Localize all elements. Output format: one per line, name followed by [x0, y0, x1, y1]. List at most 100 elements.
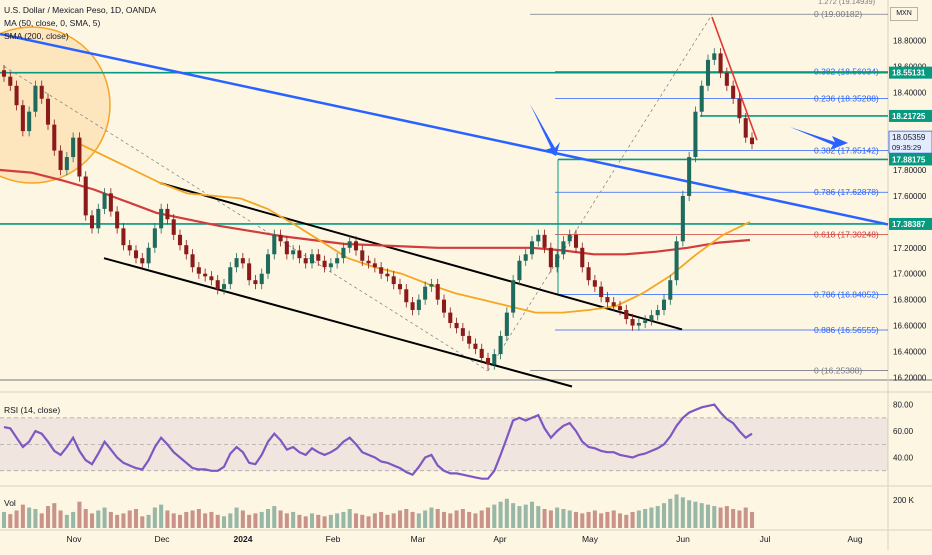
- volume-bar: [498, 501, 503, 528]
- candle: [649, 315, 654, 321]
- volume-bar: [485, 507, 491, 528]
- volume-bar: [108, 511, 113, 528]
- price-tag-label: 17.88175: [892, 155, 926, 164]
- volume-bar: [441, 511, 447, 528]
- volume-bar: [429, 507, 434, 528]
- volume-bar: [33, 509, 38, 528]
- price-tag: [889, 153, 932, 166]
- volume-bar: [605, 511, 610, 528]
- candle: [435, 284, 440, 300]
- volume-bar: [410, 511, 415, 528]
- candle: [485, 357, 491, 365]
- candle: [341, 247, 346, 259]
- candle: [33, 85, 38, 112]
- candle: [96, 208, 101, 229]
- vol-label: Vol: [4, 498, 16, 508]
- x-axis-label: Nov: [66, 534, 82, 544]
- y-axis-tick: 18.40000: [893, 88, 927, 97]
- volume-bar: [284, 513, 289, 528]
- candle: [259, 273, 264, 285]
- current-price-label: 18.05359: [892, 133, 926, 142]
- candle: [284, 241, 289, 255]
- rsi-axis-tick: 80.00: [893, 401, 914, 410]
- channel-upper-line: [159, 182, 683, 331]
- candle: [404, 289, 409, 303]
- volume-bar: [630, 511, 635, 528]
- candle: [724, 72, 729, 86]
- volume-bar: [542, 509, 547, 528]
- volume-bar: [83, 509, 88, 528]
- candle: [115, 211, 120, 229]
- y-axis-tick: 17.20000: [893, 244, 927, 253]
- volume-bar: [548, 510, 553, 528]
- candle: [429, 284, 434, 287]
- candle: [215, 280, 220, 290]
- candle: [303, 258, 308, 264]
- volume-bar: [14, 510, 19, 528]
- currency-badge[interactable]: MXN: [890, 7, 918, 21]
- red-downtrend-line: [711, 16, 758, 141]
- candle: [240, 258, 245, 264]
- candle: [278, 234, 283, 242]
- candle: [52, 124, 57, 151]
- volume-bar: [724, 506, 729, 528]
- candle: [523, 254, 528, 261]
- candle: [39, 85, 44, 99]
- candle: [624, 310, 629, 320]
- candle: [397, 284, 403, 290]
- vol-axis-tick: 200 K: [893, 496, 914, 505]
- candle: [668, 280, 673, 300]
- candle: [372, 263, 377, 268]
- price-tag: [889, 217, 932, 230]
- candle: [630, 319, 635, 326]
- volume-bar: [611, 510, 616, 528]
- sma-legend: SMA (200, close): [4, 31, 69, 41]
- price-tag: [889, 66, 932, 79]
- candle: [71, 137, 76, 158]
- candle: [297, 250, 302, 259]
- volume-bar: [45, 506, 51, 528]
- volume-bar: [278, 510, 283, 528]
- volume-bar: [146, 514, 151, 528]
- volume-bar: [297, 514, 302, 528]
- volume-bar: [504, 498, 509, 528]
- volume-bar: [253, 513, 258, 528]
- volume-bar: [127, 510, 132, 528]
- rsi-label: RSI (14, close): [4, 405, 61, 415]
- candle: [45, 98, 51, 125]
- volume-bar: [89, 513, 95, 528]
- candle: [749, 137, 755, 145]
- volume-bar: [309, 513, 315, 528]
- candle: [77, 137, 82, 177]
- volume-bar: [435, 509, 440, 528]
- candle: [548, 247, 553, 268]
- volume-bar: [473, 513, 478, 528]
- volume-bar: [328, 514, 333, 528]
- candle: [693, 111, 698, 158]
- volume-bar: [209, 511, 214, 528]
- candle: [272, 234, 277, 255]
- volume-bar: [592, 510, 597, 528]
- volume-bar: [567, 510, 572, 528]
- candle: [473, 343, 478, 349]
- candle: [165, 208, 170, 220]
- candle: [573, 234, 579, 248]
- candle: [228, 267, 233, 285]
- candle: [712, 53, 717, 60]
- fib-top-partial-label: 1.272 (19.14939): [818, 0, 876, 6]
- candle: [567, 234, 572, 242]
- candle: [511, 280, 516, 313]
- volume-bar: [177, 514, 183, 528]
- candle: [184, 245, 189, 255]
- candle: [20, 105, 25, 132]
- volume-bar: [303, 516, 308, 528]
- candle: [731, 85, 736, 99]
- volume-bar: [196, 509, 201, 528]
- candle: [479, 348, 484, 358]
- candle: [8, 76, 13, 86]
- candle: [467, 335, 472, 344]
- candle: [316, 254, 321, 261]
- highlight-circle-shape: [0, 26, 111, 184]
- fib-level-label: 0.786 (16.84052): [814, 289, 879, 299]
